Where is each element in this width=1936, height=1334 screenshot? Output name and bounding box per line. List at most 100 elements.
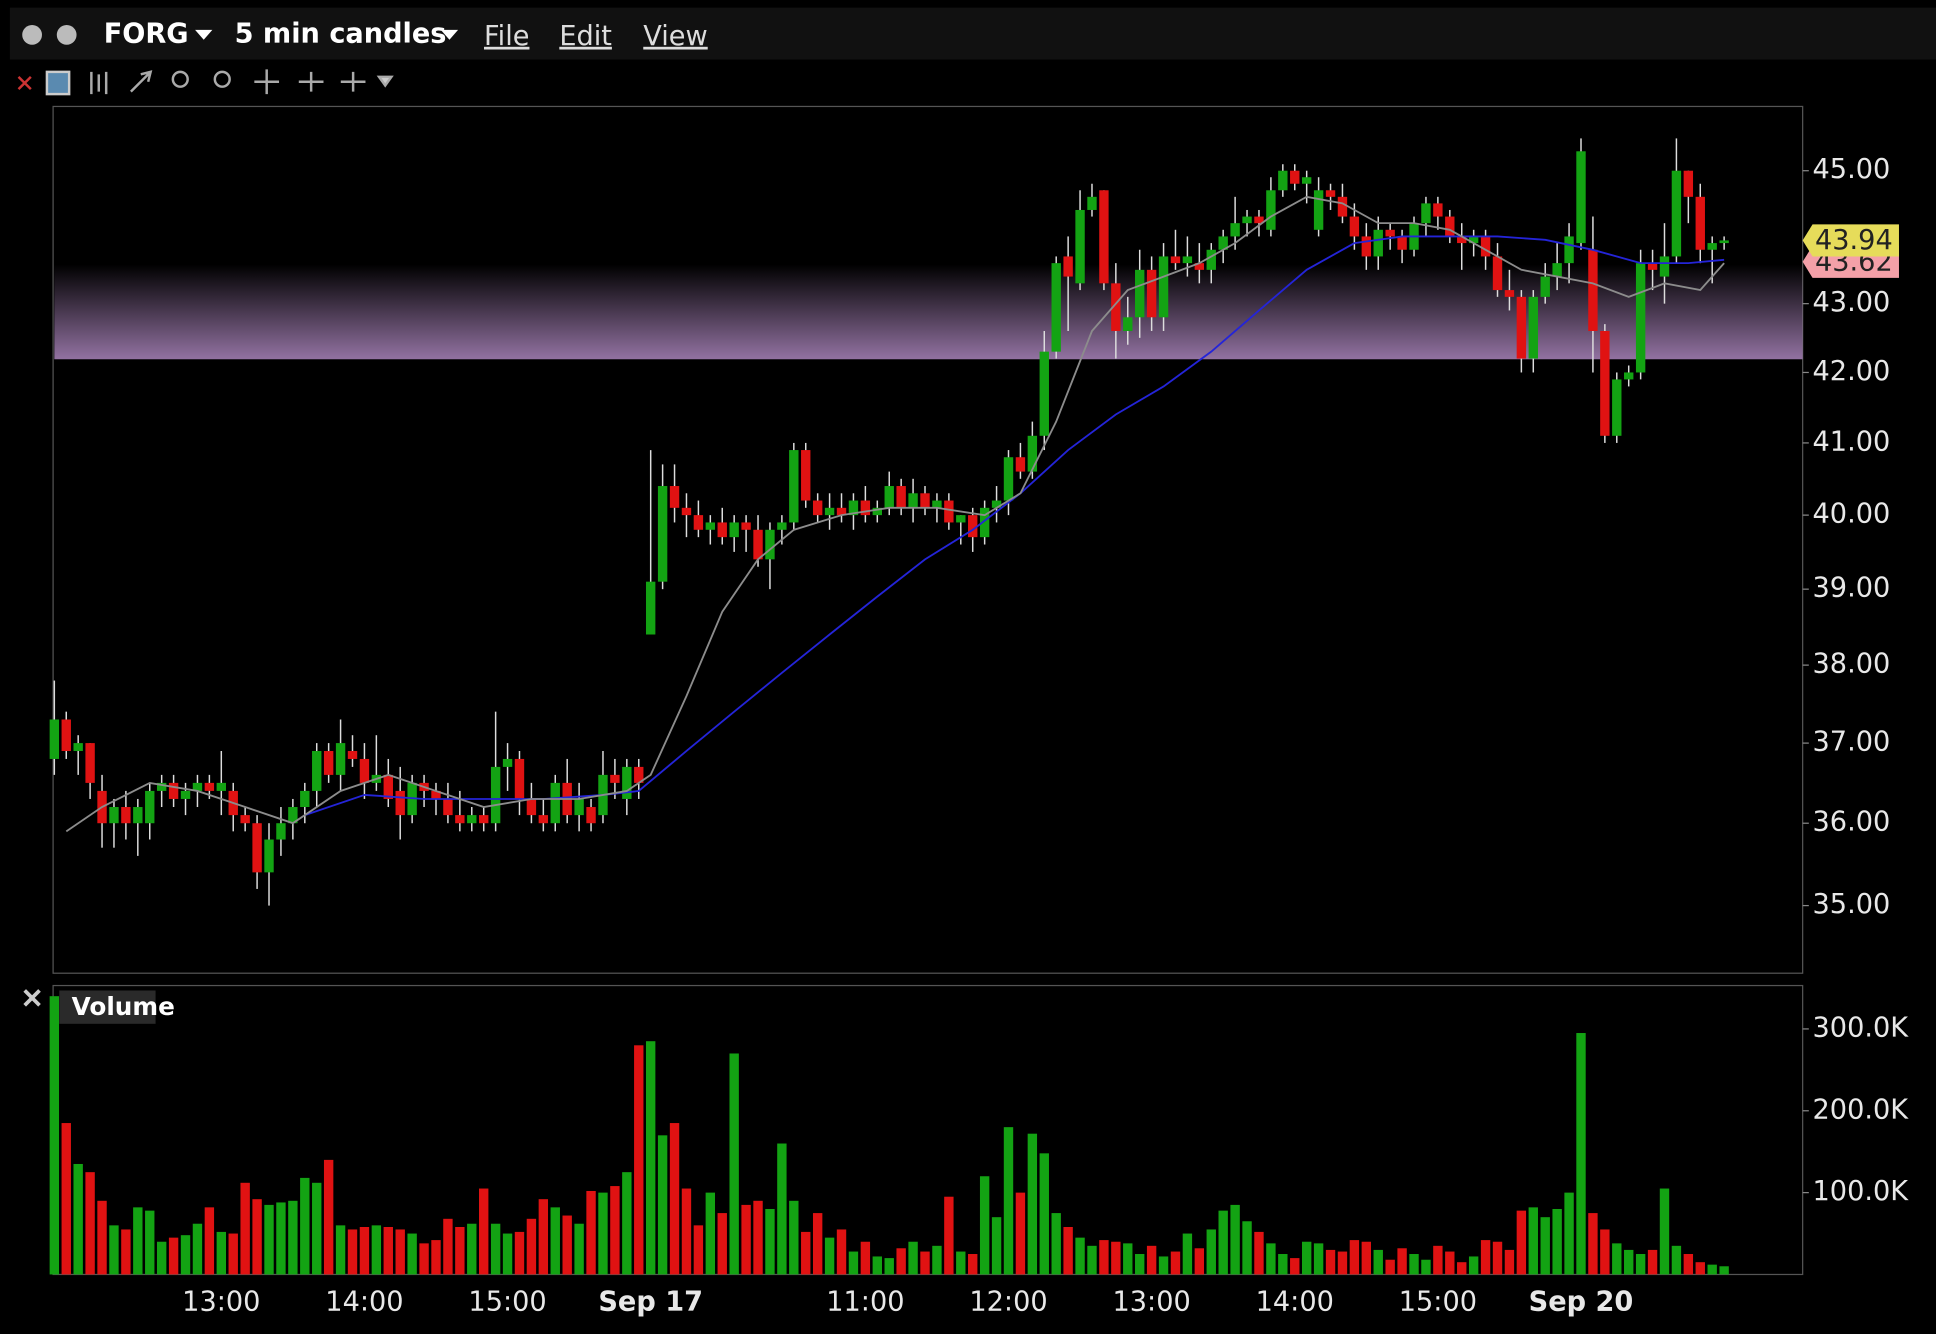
candle-body <box>586 807 596 824</box>
candle-body <box>1146 269 1157 318</box>
volume-bar <box>824 1237 835 1275</box>
candle-body <box>180 790 191 799</box>
volume-bar <box>753 1200 763 1275</box>
volume-bar <box>216 1231 226 1275</box>
volume-bar <box>1457 1262 1467 1275</box>
close-volume[interactable] <box>23 989 41 1007</box>
candle-body <box>944 500 954 523</box>
candle-body <box>1349 216 1360 237</box>
volume-bar <box>109 1225 119 1275</box>
candle-body <box>455 815 465 824</box>
tool-more[interactable] <box>376 75 394 88</box>
candle-body <box>669 486 680 508</box>
candle-body <box>968 515 978 538</box>
symbol[interactable]: FORG <box>104 18 189 49</box>
x-tick-label: Sep 17 <box>598 1286 703 1317</box>
volume-bar <box>502 1233 513 1275</box>
volume-bar <box>860 1241 871 1275</box>
volume-bar <box>991 1217 1002 1275</box>
candle-body <box>323 751 334 775</box>
volume-bar <box>920 1251 930 1275</box>
candle-body <box>693 515 704 530</box>
candle-body <box>109 807 119 824</box>
volume-bar <box>1254 1231 1264 1275</box>
volume-bar <box>872 1256 882 1275</box>
dropdown-arrow[interactable] <box>440 29 459 40</box>
candle-body <box>1671 170 1682 257</box>
volume-bar <box>1135 1254 1145 1275</box>
candle-body <box>1421 203 1431 224</box>
candle-body <box>908 493 918 508</box>
tool-delete[interactable] <box>17 75 32 91</box>
candle-body <box>1385 229 1395 237</box>
volume-bar <box>1003 1127 1014 1275</box>
candle-body <box>932 500 942 508</box>
candle-body <box>204 782 215 791</box>
volume-bar <box>598 1192 608 1275</box>
tool-bars[interactable] <box>90 71 108 95</box>
candle-body <box>1564 236 1574 264</box>
tool-pointer[interactable] <box>130 70 153 93</box>
volume-bar <box>1111 1241 1121 1275</box>
volume-bar <box>240 1182 250 1275</box>
candle-body <box>264 839 274 873</box>
volume-bar <box>97 1200 107 1275</box>
candle-body <box>991 500 1002 508</box>
price-pane <box>52 105 1804 974</box>
x-tick-label: 14:00 <box>325 1286 403 1317</box>
tool-text[interactable] <box>45 70 71 96</box>
volume-bar <box>705 1192 716 1275</box>
menu-view[interactable]: View <box>643 21 707 52</box>
y-tick-label: 41.00 <box>1813 426 1891 457</box>
moving-average <box>304 235 1725 817</box>
candle-body <box>574 798 584 816</box>
volume-bar <box>574 1223 584 1275</box>
volume-bar <box>538 1199 549 1275</box>
candle-body <box>1540 276 1550 297</box>
volume-bar <box>431 1240 441 1275</box>
candle-body <box>1290 170 1300 184</box>
candle-body <box>1015 457 1026 472</box>
volume-bar <box>1278 1254 1288 1275</box>
interval[interactable]: 5 min candles <box>235 18 447 49</box>
volume-bar <box>956 1251 966 1275</box>
candle-body <box>884 486 894 508</box>
tool-crosshair[interactable] <box>254 69 280 95</box>
tool-pan[interactable] <box>298 71 324 92</box>
tool-zoom-in[interactable] <box>171 70 189 88</box>
volume-bar <box>1647 1249 1658 1275</box>
volume-bar <box>622 1172 632 1275</box>
candle-body <box>85 743 95 783</box>
tool-fit[interactable] <box>340 71 366 92</box>
x-tick-label: 15:00 <box>1399 1286 1477 1317</box>
volume-bar <box>1170 1251 1181 1275</box>
y-tick-label: 39.00 <box>1813 573 1891 604</box>
volume-bar <box>1564 1192 1574 1275</box>
volume-bar <box>1492 1241 1503 1275</box>
tool-zoom-out[interactable] <box>213 70 231 88</box>
candle-body <box>526 798 537 816</box>
volume-bar <box>204 1207 215 1275</box>
volume-bar <box>1182 1233 1193 1275</box>
volume-bar <box>1373 1249 1383 1275</box>
candle-body <box>1719 240 1729 244</box>
volume-bar <box>288 1200 298 1275</box>
add-button[interactable] <box>56 24 77 45</box>
candle-body <box>312 751 322 791</box>
volume-bar <box>836 1229 847 1275</box>
volume-bar <box>168 1237 179 1275</box>
volume-bar <box>300 1177 310 1275</box>
close-button[interactable] <box>22 24 42 45</box>
candle-body <box>1182 256 1193 264</box>
candle-body <box>1325 190 1336 197</box>
menu-file[interactable]: File <box>484 21 529 52</box>
volume-bar <box>884 1258 894 1275</box>
price-zone <box>54 264 1803 360</box>
candle-body <box>657 486 668 582</box>
candle-body <box>789 450 799 523</box>
x-tick-label: 13:00 <box>1112 1286 1190 1317</box>
menu-edit[interactable]: Edit <box>559 21 612 52</box>
dropdown-arrow[interactable] <box>195 29 213 40</box>
volume-bar <box>1659 1188 1670 1275</box>
